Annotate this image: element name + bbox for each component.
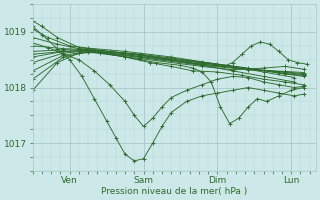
X-axis label: Pression niveau de la mer( hPa ): Pression niveau de la mer( hPa )	[101, 187, 247, 196]
